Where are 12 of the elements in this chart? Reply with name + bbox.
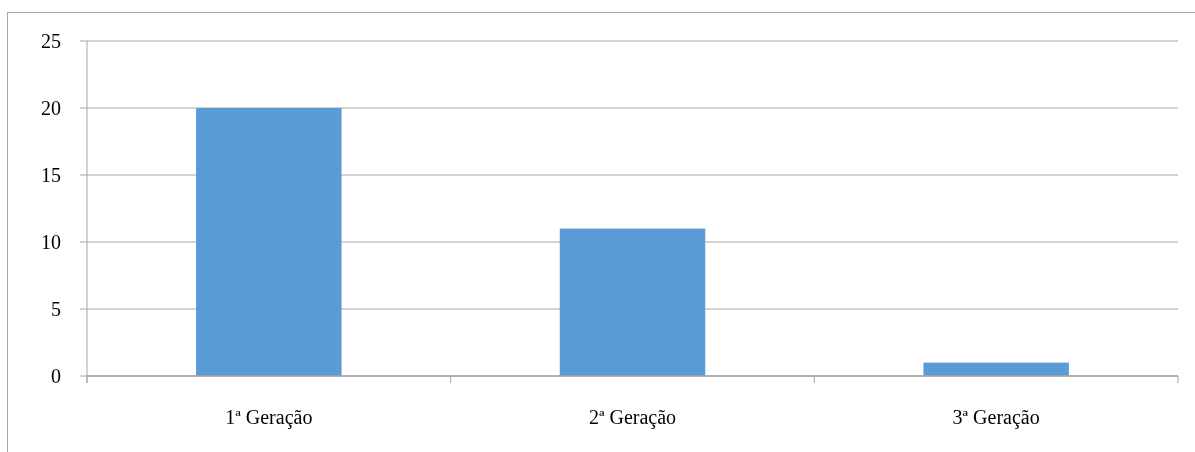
x-tick-label: 1ª Geração: [225, 406, 313, 429]
y-tick-label: 0: [51, 365, 61, 387]
x-tick-label: 3ª Geração: [952, 406, 1040, 429]
bar: [923, 362, 1069, 376]
bar: [196, 108, 342, 376]
y-tick-label: 20: [41, 97, 61, 119]
y-tick-label: 15: [41, 164, 61, 186]
bar: [559, 228, 706, 376]
y-tick-label: 5: [51, 298, 61, 320]
x-tick-label: 2ª Geração: [588, 406, 677, 429]
y-tick-label: 25: [41, 30, 61, 52]
y-tick-label: 10: [41, 231, 61, 253]
